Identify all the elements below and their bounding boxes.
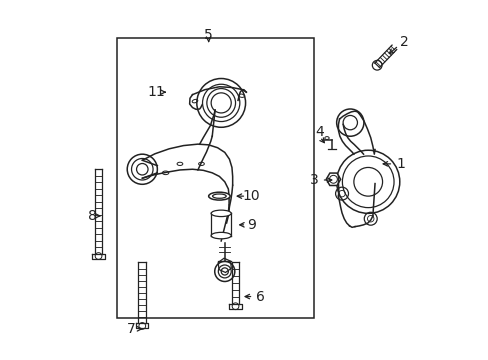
Text: 6: 6 <box>256 289 264 303</box>
Text: 7: 7 <box>127 322 136 336</box>
Bar <box>117 39 314 318</box>
Text: 2: 2 <box>399 35 407 49</box>
Text: 3: 3 <box>309 173 318 187</box>
Text: 8: 8 <box>87 209 96 223</box>
Text: 10: 10 <box>243 189 260 203</box>
Ellipse shape <box>208 192 230 200</box>
Ellipse shape <box>211 232 231 239</box>
Ellipse shape <box>211 210 231 217</box>
Text: 5: 5 <box>204 28 213 42</box>
Text: 9: 9 <box>247 218 256 232</box>
Text: 11: 11 <box>147 85 165 99</box>
Ellipse shape <box>212 194 226 198</box>
Text: 1: 1 <box>395 157 404 171</box>
Text: 4: 4 <box>315 125 324 139</box>
